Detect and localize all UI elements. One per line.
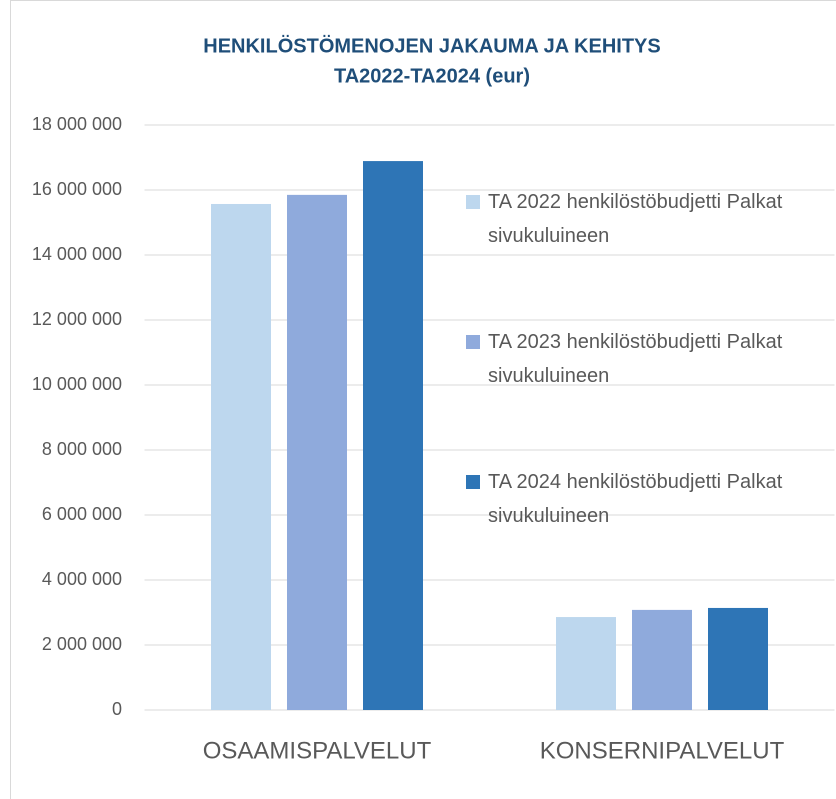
y-tick-label: 0 [112, 699, 122, 719]
y-tick-label: 18 000 000 [32, 114, 122, 134]
y-tick-label: 10 000 000 [32, 374, 122, 394]
chart-title: HENKILÖSTÖMENOJEN JAKAUMA JA KEHITYS [203, 34, 660, 57]
y-tick-label: 6 000 000 [42, 504, 122, 524]
y-tick-label: 4 000 000 [42, 569, 122, 589]
bar [363, 161, 423, 710]
chart-border [10, 0, 836, 799]
bar [211, 203, 271, 710]
y-tick-label: 8 000 000 [42, 439, 122, 459]
x-tick-label: OSAAMISPALVELUT [203, 737, 432, 764]
y-tick-label: 12 000 000 [32, 309, 122, 329]
legend-item: TA 2024 henkilöstöbudjetti Palkat sivuku… [466, 465, 826, 533]
bar [556, 617, 616, 710]
legend-swatch [466, 195, 480, 209]
y-tick-label: 2 000 000 [42, 634, 122, 654]
chart-subtitle: TA2022-TA2024 (eur) [334, 65, 530, 87]
legend-item: TA 2022 henkilöstöbudjetti Palkat sivuku… [466, 185, 826, 253]
legend-swatch [466, 475, 480, 489]
x-tick-label: KONSERNIPALVELUT [540, 737, 785, 764]
y-tick-label: 16 000 000 [32, 179, 122, 199]
bar [287, 194, 347, 710]
legend-swatch [466, 335, 480, 349]
bar [708, 607, 768, 710]
legend-label: TA 2023 henkilöstöbudjetti Palkat sivuku… [488, 331, 783, 387]
legend-item: TA 2023 henkilöstöbudjetti Palkat sivuku… [466, 325, 826, 393]
y-tick-label: 14 000 000 [32, 244, 122, 264]
legend-label: TA 2024 henkilöstöbudjetti Palkat sivuku… [488, 471, 783, 527]
bar [632, 609, 692, 710]
legend-label: TA 2022 henkilöstöbudjetti Palkat sivuku… [488, 191, 783, 247]
